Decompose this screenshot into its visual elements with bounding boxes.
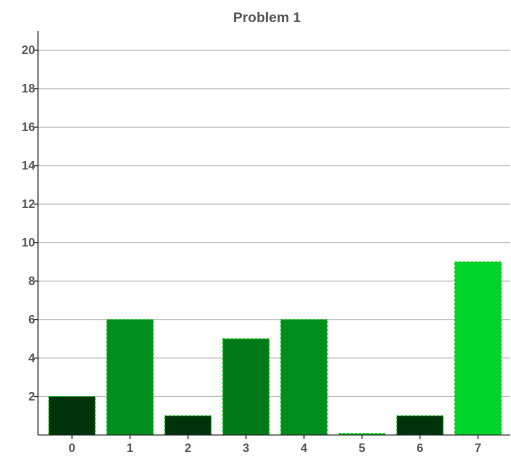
bar-7 — [454, 261, 502, 436]
bar-0 — [48, 396, 96, 436]
x-tick-label: 4 — [301, 441, 308, 455]
bar-5 — [338, 433, 386, 436]
bar-6 — [396, 415, 444, 436]
x-tick-label: 6 — [417, 441, 424, 455]
y-tick-label: 16 — [22, 120, 36, 134]
bar-1 — [106, 319, 154, 436]
x-tick-label: 3 — [243, 441, 250, 455]
y-tick-label: 2 — [28, 390, 35, 404]
y-tick-label: 18 — [22, 82, 36, 96]
axes — [34, 31, 510, 439]
x-tick-label: 1 — [127, 441, 134, 455]
y-tick-label: 10 — [22, 236, 36, 250]
y-tick-label: 14 — [22, 159, 36, 173]
y-tick-label: 8 — [28, 274, 35, 288]
chart-title: Problem 1 — [233, 9, 301, 25]
bar-2 — [164, 415, 212, 436]
x-tick-label: 5 — [359, 441, 366, 455]
y-tick-label: 6 — [28, 313, 35, 327]
x-tick-label: 0 — [69, 441, 76, 455]
bar-3 — [222, 338, 270, 436]
bars — [48, 261, 502, 436]
bar-4 — [280, 319, 328, 436]
x-tick-label: 7 — [475, 441, 482, 455]
y-tick-label: 4 — [28, 351, 35, 365]
y-tick-label: 12 — [22, 197, 36, 211]
x-tick-label: 2 — [185, 441, 192, 455]
y-tick-label: 20 — [22, 43, 36, 57]
